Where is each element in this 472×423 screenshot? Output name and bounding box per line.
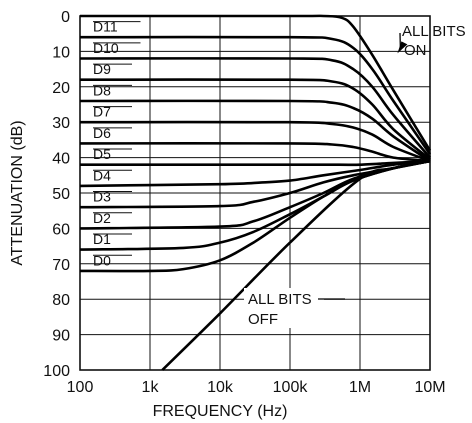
y-tick-label: 90 (52, 328, 70, 345)
x-tick-label: 10M (414, 379, 445, 396)
curve-label-d1: D1 (93, 231, 111, 247)
annotation-all-bits-on-line1: ALL BITS (402, 23, 466, 40)
x-tick-label: 100k (273, 379, 309, 396)
y-tick-label: 0 (61, 9, 70, 26)
curve-label-d2: D2 (93, 210, 111, 226)
curve-label-d6: D6 (93, 125, 111, 141)
y-axis-title: ATTENUATION (dB) (9, 120, 26, 265)
curve-label-d11: D11 (93, 19, 118, 35)
y-tick-label: 40 (52, 151, 70, 168)
curve-label-d10: D10 (93, 40, 119, 56)
x-tick-label: 1M (349, 379, 371, 396)
y-tick-label: 60 (52, 221, 70, 238)
annotation-all-bits-on-line2: ON (404, 42, 427, 59)
curve-label-d5: D5 (93, 146, 111, 162)
x-tick-label: 1k (142, 379, 160, 396)
y-tick-label: 20 (52, 80, 70, 97)
y-tick-label: 30 (52, 115, 70, 132)
y-tick-label: 70 (52, 257, 70, 274)
y-tick-label: 100 (43, 363, 70, 380)
y-tick-label: 80 (52, 292, 70, 309)
curve-label-d9: D9 (93, 61, 111, 77)
annotation-all-bits-off-line1: ALL BITS (248, 291, 312, 308)
y-tick-label: 50 (52, 186, 70, 203)
annotation-all-bits-off-line2: OFF (248, 311, 278, 328)
curve-label-d8: D8 (93, 82, 111, 98)
curve-label-d7: D7 (93, 104, 111, 120)
x-axis-title: FREQUENCY (Hz) (153, 403, 288, 420)
curve-label-d4: D4 (93, 167, 111, 183)
x-tick-label: 100 (67, 379, 94, 396)
x-tick-label: 10k (207, 379, 234, 396)
curve-label-d0: D0 (93, 252, 111, 268)
y-tick-label: 10 (52, 44, 70, 61)
curve-label-d3: D3 (93, 189, 111, 205)
